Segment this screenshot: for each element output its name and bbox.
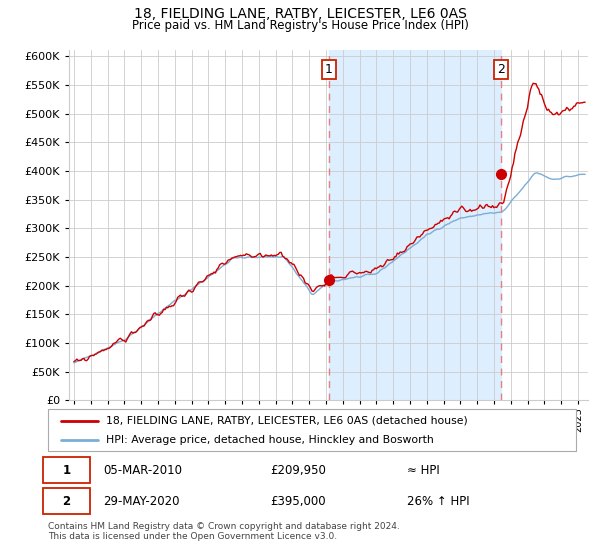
FancyBboxPatch shape [43,488,90,514]
Bar [329,50,501,400]
Text: 1: 1 [62,464,71,477]
Text: 2: 2 [497,63,505,76]
Text: 26% ↑ HPI: 26% ↑ HPI [407,494,470,508]
Text: £395,000: £395,000 [270,494,325,508]
Text: 18, FIELDING LANE, RATBY, LEICESTER, LE6 0AS (detached house): 18, FIELDING LANE, RATBY, LEICESTER, LE6… [106,416,468,426]
Text: Contains HM Land Registry data © Crown copyright and database right 2024.
This d: Contains HM Land Registry data © Crown c… [48,522,400,542]
Text: 2: 2 [62,494,71,508]
Text: ≈ HPI: ≈ HPI [407,464,440,477]
FancyBboxPatch shape [48,409,576,451]
Text: 18, FIELDING LANE, RATBY, LEICESTER, LE6 0AS: 18, FIELDING LANE, RATBY, LEICESTER, LE6… [134,7,466,21]
Text: £209,950: £209,950 [270,464,326,477]
Text: 29-MAY-2020: 29-MAY-2020 [103,494,180,508]
Text: HPI: Average price, detached house, Hinckley and Bosworth: HPI: Average price, detached house, Hinc… [106,435,434,445]
Text: 05-MAR-2010: 05-MAR-2010 [103,464,182,477]
Text: 1: 1 [325,63,333,76]
Text: Price paid vs. HM Land Registry's House Price Index (HPI): Price paid vs. HM Land Registry's House … [131,19,469,32]
FancyBboxPatch shape [43,458,90,483]
